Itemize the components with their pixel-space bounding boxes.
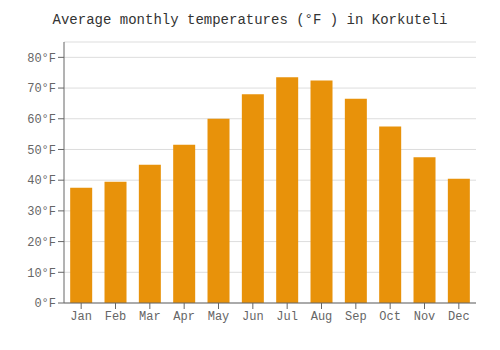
svg-text:50°F: 50°F [27,144,56,158]
svg-text:10°F: 10°F [27,267,56,281]
svg-text:Jun: Jun [242,310,264,324]
svg-text:Dec: Dec [448,310,470,324]
svg-text:20°F: 20°F [27,236,56,250]
svg-text:Apr: Apr [173,310,195,324]
html-text:Average monthly temperatures (: Average monthly temperatures (°F ) in Ko… [52,12,448,28]
svg-text:Nov: Nov [414,310,436,324]
svg-text:Mar: Mar [139,310,161,324]
svg-text:40°F: 40°F [27,174,56,188]
svg-text:May: May [208,310,230,324]
svg-text:Oct: Oct [379,310,401,324]
svg-text:Aug: Aug [311,310,333,324]
svg-text:Sep: Sep [345,310,367,324]
svg-text:30°F: 30°F [27,205,56,219]
svg-text:60°F: 60°F [27,113,56,127]
svg-text:0°F: 0°F [34,297,56,311]
svg-text:Feb: Feb [105,310,127,324]
svg-text:80°F: 80°F [27,52,56,66]
svg-text:Jul: Jul [276,310,298,324]
svg-text:Jan: Jan [70,310,92,324]
svg-text:70°F: 70°F [27,82,56,96]
